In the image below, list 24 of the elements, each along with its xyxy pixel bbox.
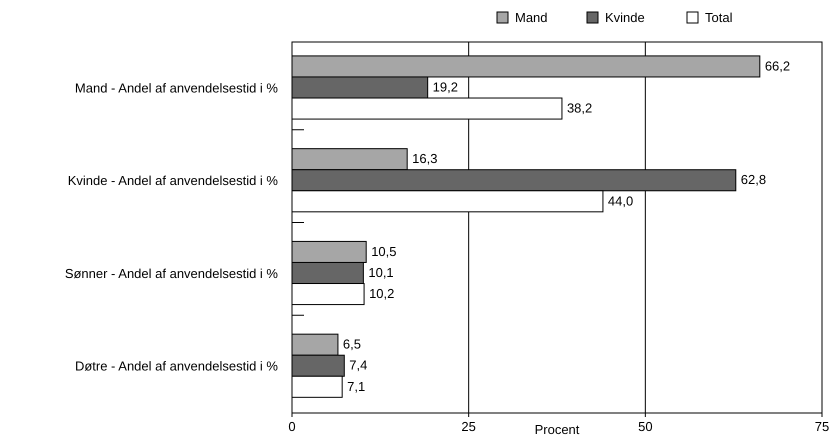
data-label: 62,8 [740, 172, 766, 188]
legend-label: Kvinde [605, 10, 645, 25]
x-tick-label: 75 [814, 419, 830, 434]
x-tick-label: 0 [288, 419, 296, 434]
data-label: 44,0 [608, 193, 634, 208]
y-tick-label: Mand - Andel af anvendelsestid i % [74, 80, 278, 96]
data-label: 66,2 [764, 58, 790, 74]
y-tick-label: Kvinde - Andel af anvendelsestid i % [68, 173, 278, 188]
data-label: 7,1 [347, 378, 366, 394]
legend-label: Total [705, 10, 733, 25]
data-label: 7,4 [349, 358, 368, 373]
x-axis-title: Procent [534, 422, 580, 436]
y-tick-label: Døtre - Andel af anvendelsestid i % [74, 358, 278, 374]
data-label: 16,3 [412, 151, 438, 166]
data-label: 10,2 [369, 286, 394, 302]
data-label: 19,2 [432, 79, 458, 94]
x-tick-label: 50 [638, 419, 653, 434]
data-label: 6,5 [342, 336, 362, 352]
y-tick-label: Sønner - Andel af anvendelsestid i % [64, 266, 278, 281]
data-label: 10,1 [368, 264, 394, 280]
legend-label: Mand [515, 10, 548, 25]
data-label: 10,5 [371, 244, 397, 259]
data-label: 38,2 [566, 100, 592, 116]
x-tick-label: 25 [461, 419, 476, 434]
